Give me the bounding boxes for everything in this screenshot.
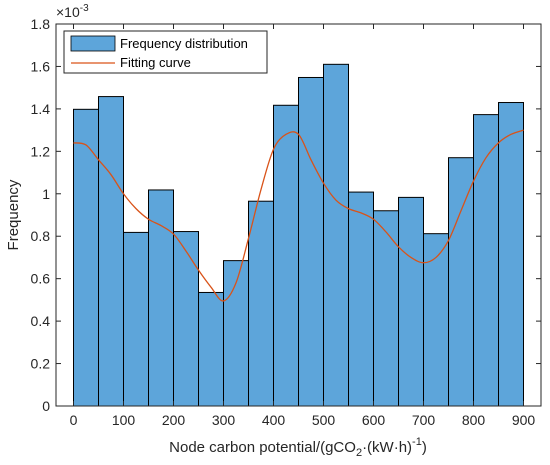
y-tick-label: 0.6	[31, 271, 51, 287]
histogram-bar	[148, 189, 174, 407]
legend: Frequency distribution Fitting curve	[63, 30, 268, 74]
histogram-bar	[98, 96, 124, 407]
y-tick-label: 1.6	[31, 58, 51, 74]
y-exponent-power: -3	[80, 3, 89, 14]
histogram-bar	[348, 191, 374, 407]
x-axis-label: Node carbon potential/(gCO2·(kW·h)-1)	[169, 436, 427, 459]
y-tick-label: 0	[42, 398, 50, 414]
plot-frame	[55, 23, 542, 407]
x-tick-label: 500	[312, 412, 336, 428]
y-exponent-label: ×10-3	[56, 3, 89, 20]
bars-layer	[73, 63, 524, 407]
histogram-bar	[123, 231, 149, 407]
histogram-bar	[248, 200, 274, 407]
x-tick-label: 700	[412, 412, 436, 428]
y-tick-label: 1	[42, 186, 50, 202]
legend-label-fitting: Fitting curve	[120, 55, 191, 70]
histogram-bar	[373, 210, 399, 407]
x-tick-label: 800	[462, 412, 486, 428]
x-tick-label: 600	[362, 412, 386, 428]
histogram-bar	[273, 104, 299, 407]
y-tick-label: 0.4	[31, 313, 51, 329]
y-tick-label: 0.8	[31, 228, 51, 244]
x-axis-label-main: Node carbon potential/(gCO	[169, 439, 356, 456]
histogram-bar	[323, 63, 349, 407]
fitting-curve-line	[73, 129, 524, 302]
x-tick-label: 0	[70, 412, 78, 428]
x-axis-label-mid: ·(kW·h)	[362, 439, 412, 456]
x-tick-label: 300	[212, 412, 236, 428]
x-tick-label: 100	[112, 412, 136, 428]
y-exponent-base: ×10	[56, 4, 80, 20]
y-tick-label: 1.2	[31, 143, 51, 159]
legend-label-frequency: Frequency distribution	[120, 36, 248, 51]
y-axis-label: Frequency	[5, 179, 22, 250]
y-tick-label: 1.8	[31, 16, 51, 32]
histogram-bar	[173, 231, 199, 407]
y-tick-label: 0.2	[31, 356, 51, 372]
x-axis-label-end: )	[422, 439, 427, 456]
histogram-bar	[448, 157, 474, 407]
histogram-bar	[73, 108, 99, 407]
y-tick-label: 1.4	[31, 101, 51, 117]
x-tick-label: 900	[512, 412, 536, 428]
curve-layer	[73, 129, 524, 302]
histogram-bar	[473, 114, 499, 407]
x-axis-label-sup: -1	[412, 436, 422, 448]
x-tick-label: 400	[262, 412, 286, 428]
histogram-bar	[498, 102, 524, 407]
x-tick-label: 200	[162, 412, 186, 428]
histogram-bar	[398, 196, 424, 407]
y-ticks-layer: 0 0.2 0.4 0.6 0.8 1 1.2 1.4 1.6 1.8	[31, 16, 541, 414]
x-axis-label-sub: 2	[356, 447, 362, 459]
histogram-bar	[423, 233, 449, 407]
legend-patch-icon	[70, 35, 116, 52]
histogram-bar	[198, 291, 224, 407]
histogram-bar	[298, 76, 324, 407]
x-ticks-layer: 0 100 200 300 400 500 600 700 800 900	[70, 24, 536, 428]
